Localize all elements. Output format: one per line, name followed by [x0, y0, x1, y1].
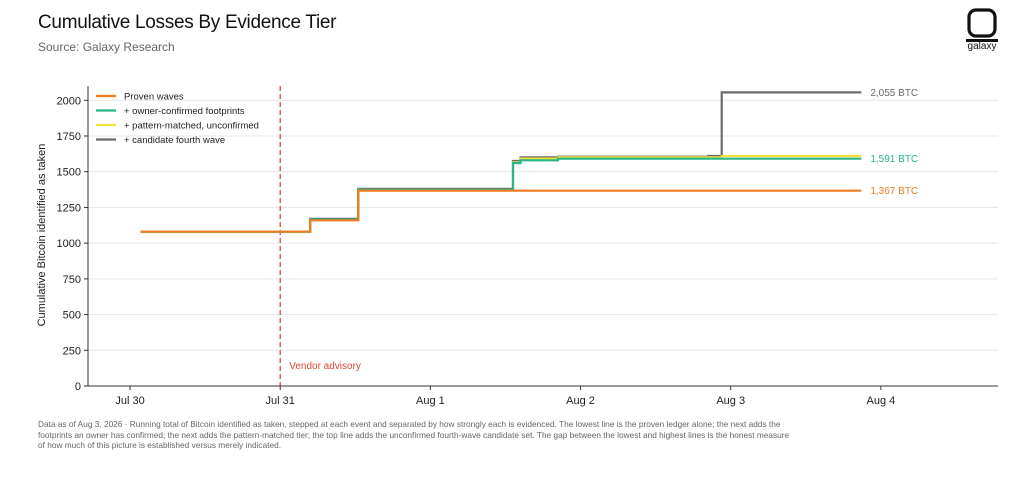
y-tick-label: 1000: [57, 238, 81, 250]
axes: 0 250 500 750 1000 1250 1500 1750 2000 Jul 30 Jul …: [57, 86, 998, 407]
y-tick-label: 0: [75, 381, 81, 393]
legend-entry: + candidate fourth wave: [124, 135, 225, 146]
series-line: [140, 157, 862, 233]
y-tick-label: 750: [63, 274, 81, 286]
x-tick-label: Jul 30: [115, 395, 144, 407]
legend-entry: + pattern-matched, unconfirmed: [124, 121, 259, 132]
x-tick-label: Aug 4: [866, 395, 895, 407]
footnote: Data as of Aug 3, 2026 · Running total o…: [38, 419, 790, 451]
y-axis-label: Cumulative Bitcoin identified as taken: [36, 144, 48, 327]
vendor-advisory-label: Vendor advisory: [289, 361, 361, 372]
y-tick-label: 250: [63, 345, 81, 357]
series-end-label: 2,055 BTC: [870, 88, 918, 99]
x-tick-label: Aug 3: [716, 395, 745, 407]
legend: Proven waves + owner-confirmed footprints…: [96, 92, 259, 146]
galaxy-logo-icon: [966, 8, 998, 42]
y-tick-label: 1250: [57, 202, 81, 214]
vendor-advisory-marker: Vendor advisory: [279, 86, 361, 386]
chart-title: Cumulative Losses By Evidence Tier: [38, 12, 337, 33]
y-tick-label: 2000: [57, 95, 81, 107]
legend-entry: + owner-confirmed footprints: [124, 106, 245, 117]
x-tick-label: Aug 1: [416, 395, 445, 407]
series-line: [140, 154, 862, 233]
series-end-label: 1,367 BTC: [870, 186, 918, 197]
series-line: [140, 91, 862, 233]
chart-subtitle: Source: Galaxy Research: [38, 40, 175, 54]
y-tick-label: 500: [63, 310, 81, 322]
legend-entry: Proven waves: [124, 92, 184, 103]
y-tick-label: 1750: [57, 131, 81, 143]
series-lines: 2,055 BTC 1,591 BTC 1,367 BTC: [140, 88, 918, 233]
y-tick-label: 1500: [57, 167, 81, 179]
series-end-label: 1,591 BTC: [870, 154, 918, 165]
x-tick-label: Jul 31: [266, 395, 295, 407]
x-tick-label: Aug 2: [566, 395, 595, 407]
logo-wordmark: galaxy: [967, 41, 997, 52]
series-line: [140, 189, 862, 233]
